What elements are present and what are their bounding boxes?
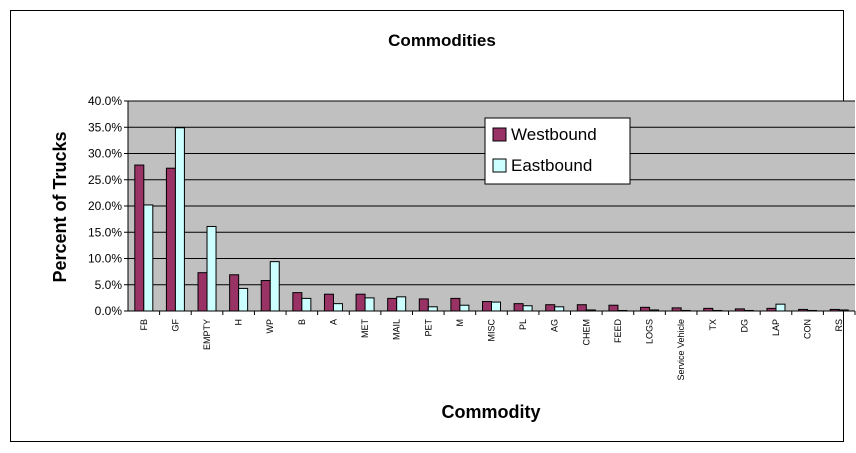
bar-westbound-ag bbox=[545, 304, 556, 312]
x-tick-label: FB bbox=[139, 319, 149, 331]
bar-eastbound-mail bbox=[396, 296, 407, 312]
legend-swatch-eastbound bbox=[492, 158, 507, 173]
bar-eastbound-empty bbox=[206, 225, 217, 312]
x-tick-label: M bbox=[455, 319, 465, 327]
x-tick-label: PL bbox=[518, 319, 528, 330]
x-tick-label: LAP bbox=[771, 319, 781, 336]
legend-swatch-westbound bbox=[492, 127, 507, 142]
bar-westbound-pet bbox=[418, 298, 429, 312]
x-tick-label: B bbox=[297, 319, 307, 325]
y-tick-label: 35.0% bbox=[88, 120, 122, 134]
bar-westbound-h bbox=[229, 274, 240, 312]
x-axis-title: Commodity bbox=[442, 402, 541, 422]
x-tick-label: A bbox=[328, 319, 338, 325]
bar-westbound-m bbox=[450, 297, 461, 312]
x-tick-label: H bbox=[234, 319, 244, 326]
bar-westbound-gf bbox=[165, 167, 176, 312]
bar-westbound-met bbox=[355, 293, 366, 312]
x-tick-label: GF bbox=[170, 318, 180, 331]
x-tick-label: MAIL bbox=[392, 319, 402, 340]
bar-westbound-empty bbox=[197, 272, 208, 312]
legend: Westbound Eastbound bbox=[484, 117, 631, 185]
y-tick-label: 30.0% bbox=[88, 147, 122, 161]
bar-eastbound-pl bbox=[522, 305, 533, 312]
x-tick-label: CHEM bbox=[581, 319, 591, 346]
bar-eastbound-b bbox=[301, 297, 312, 312]
bar-westbound-misc bbox=[482, 301, 492, 312]
bar-eastbound-m bbox=[459, 304, 470, 312]
x-tick-label: FEED bbox=[613, 319, 623, 344]
bar-eastbound-lap bbox=[775, 303, 786, 312]
y-axis-title: Percent of Trucks bbox=[50, 131, 70, 282]
y-axis: 0.0% 5.0% 10.0% 15.0% 20.0% 25.0% 30.0% 35.0% 40… bbox=[88, 94, 129, 318]
bar-eastbound-h bbox=[238, 287, 249, 312]
x-tick-label: AG bbox=[550, 319, 560, 332]
x-tick-label: PET bbox=[423, 319, 433, 337]
bar-westbound-chem bbox=[576, 304, 587, 312]
bar-westbound-pl bbox=[513, 303, 524, 312]
y-tick-label: 40.0% bbox=[88, 94, 122, 108]
legend-label-eastbound: Eastbound bbox=[511, 156, 592, 175]
x-tick-label: EMPTY bbox=[202, 319, 212, 350]
x-tick-label: CON bbox=[803, 319, 813, 339]
bar-westbound-a bbox=[323, 293, 334, 312]
x-axis: FB GF EMPTY H WP B A MET MAIL PET M MISC PL AG CHEM FEE… bbox=[128, 310, 856, 381]
bar-westbound-fb bbox=[134, 164, 145, 312]
y-tick-label: 10.0% bbox=[88, 252, 122, 266]
legend-box bbox=[484, 117, 631, 185]
y-tick-label: 15.0% bbox=[88, 225, 122, 239]
bar-westbound-wp bbox=[260, 280, 271, 312]
x-tick-label: DG bbox=[739, 319, 749, 333]
bar-westbound-b bbox=[292, 292, 303, 312]
bar-westbound-logs bbox=[640, 306, 651, 312]
bar-eastbound-pet bbox=[427, 306, 438, 312]
legend-label-westbound: Westbound bbox=[511, 125, 597, 144]
bar-eastbound-a bbox=[332, 303, 343, 312]
bar-eastbound-fb bbox=[143, 204, 154, 312]
x-tick-label: MISC bbox=[487, 318, 497, 341]
y-tick-label: 0.0% bbox=[95, 304, 123, 318]
x-tick-label: LOGS bbox=[645, 319, 655, 344]
bar-eastbound-ag bbox=[554, 306, 565, 312]
bar-eastbound-wp bbox=[269, 261, 280, 312]
x-tick-label: WP bbox=[265, 319, 275, 334]
x-tick-label: RS bbox=[834, 319, 844, 332]
bar-eastbound-met bbox=[364, 297, 375, 312]
x-tick-label: MET bbox=[360, 319, 370, 339]
x-tick-label: TX bbox=[708, 319, 718, 331]
bar-westbound-mail bbox=[387, 297, 398, 312]
x-tick-label: Service Vehicle bbox=[676, 319, 686, 381]
y-tick-label: 25.0% bbox=[88, 173, 122, 187]
bar-westbound-feed bbox=[608, 304, 619, 312]
y-tick-label: 20.0% bbox=[88, 199, 122, 213]
chart-title: Commodities bbox=[388, 31, 496, 50]
bar-eastbound-misc bbox=[491, 301, 501, 312]
bar-eastbound-gf bbox=[174, 127, 185, 312]
y-tick-label: 5.0% bbox=[95, 278, 123, 292]
